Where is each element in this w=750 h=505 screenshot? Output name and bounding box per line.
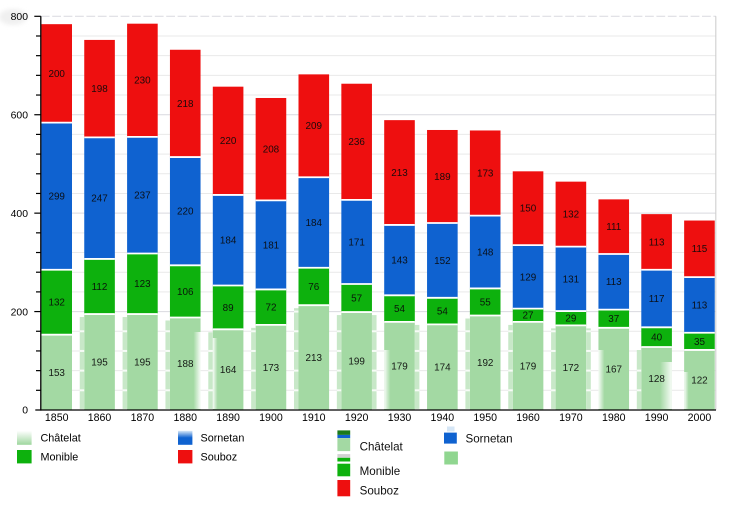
svg-text:Monible: Monible — [41, 451, 79, 463]
svg-text:600: 600 — [11, 110, 29, 121]
svg-text:131: 131 — [563, 274, 580, 285]
svg-text:195: 195 — [91, 357, 108, 368]
svg-text:153: 153 — [48, 368, 65, 379]
svg-text:1910: 1910 — [302, 412, 326, 424]
svg-text:143: 143 — [391, 256, 408, 267]
svg-text:2000: 2000 — [688, 412, 712, 424]
svg-text:200: 200 — [48, 69, 65, 80]
svg-text:89: 89 — [223, 303, 234, 314]
svg-text:117: 117 — [649, 294, 665, 305]
svg-text:128: 128 — [648, 374, 665, 385]
svg-text:179: 179 — [520, 361, 537, 372]
svg-text:195: 195 — [134, 357, 151, 368]
svg-text:150: 150 — [520, 204, 537, 215]
svg-text:132: 132 — [48, 298, 64, 309]
svg-text:1890: 1890 — [216, 412, 240, 424]
svg-text:132: 132 — [563, 210, 579, 221]
svg-text:1960: 1960 — [516, 412, 540, 424]
svg-text:230: 230 — [134, 76, 151, 87]
svg-text:29: 29 — [565, 314, 576, 325]
svg-text:218: 218 — [177, 99, 194, 110]
svg-text:115: 115 — [692, 244, 708, 255]
svg-text:236: 236 — [348, 137, 365, 148]
svg-text:1900: 1900 — [259, 412, 283, 424]
svg-text:40: 40 — [651, 333, 662, 344]
svg-text:1970: 1970 — [559, 412, 583, 424]
svg-text:198: 198 — [91, 84, 108, 95]
svg-text:171: 171 — [348, 237, 365, 248]
svg-text:0: 0 — [22, 406, 28, 417]
svg-text:106: 106 — [177, 287, 194, 298]
svg-text:208: 208 — [263, 145, 280, 156]
svg-text:213: 213 — [306, 353, 323, 364]
svg-text:184: 184 — [220, 236, 237, 247]
svg-text:113: 113 — [692, 300, 708, 311]
svg-text:192: 192 — [477, 358, 493, 369]
svg-text:Souboz: Souboz — [201, 451, 238, 463]
svg-text:1870: 1870 — [131, 412, 155, 424]
svg-text:129: 129 — [520, 272, 537, 283]
svg-text:57: 57 — [351, 293, 362, 304]
svg-text:37: 37 — [608, 314, 619, 325]
svg-text:1850: 1850 — [45, 412, 69, 424]
svg-text:173: 173 — [477, 168, 494, 179]
svg-text:400: 400 — [11, 209, 29, 220]
svg-text:188: 188 — [177, 359, 194, 370]
svg-text:299: 299 — [48, 192, 65, 203]
svg-text:172: 172 — [563, 363, 579, 374]
svg-text:54: 54 — [394, 304, 405, 315]
svg-text:179: 179 — [391, 361, 408, 372]
svg-text:Souboz: Souboz — [360, 484, 400, 497]
svg-text:200: 200 — [11, 307, 29, 318]
svg-text:123: 123 — [134, 279, 151, 290]
svg-text:72: 72 — [265, 303, 276, 314]
svg-text:27: 27 — [523, 311, 534, 322]
svg-text:800: 800 — [11, 12, 29, 23]
svg-text:Sornetan: Sornetan — [466, 433, 513, 446]
svg-text:181: 181 — [263, 240, 280, 251]
svg-text:148: 148 — [477, 247, 494, 258]
svg-text:1980: 1980 — [602, 412, 626, 424]
svg-text:1920: 1920 — [345, 412, 369, 424]
svg-text:35: 35 — [694, 337, 705, 348]
svg-text:220: 220 — [177, 207, 194, 218]
svg-text:1880: 1880 — [173, 412, 197, 424]
svg-text:184: 184 — [306, 218, 323, 229]
svg-text:113: 113 — [606, 277, 622, 288]
svg-text:164: 164 — [220, 365, 237, 376]
svg-text:76: 76 — [308, 282, 319, 293]
svg-text:152: 152 — [434, 256, 450, 267]
svg-text:1950: 1950 — [473, 412, 497, 424]
svg-text:213: 213 — [391, 168, 408, 179]
svg-text:1930: 1930 — [388, 412, 412, 424]
svg-text:237: 237 — [134, 191, 150, 202]
svg-text:111: 111 — [606, 222, 622, 233]
svg-text:247: 247 — [91, 194, 107, 205]
svg-text:220: 220 — [220, 136, 237, 147]
svg-text:113: 113 — [649, 237, 665, 248]
svg-text:174: 174 — [434, 363, 451, 374]
svg-text:209: 209 — [306, 121, 323, 132]
svg-text:Châtelat: Châtelat — [41, 432, 81, 444]
svg-text:Châtelat: Châtelat — [360, 441, 404, 454]
svg-text:1990: 1990 — [645, 412, 669, 424]
svg-text:189: 189 — [434, 172, 451, 183]
svg-text:112: 112 — [92, 282, 108, 293]
svg-text:54: 54 — [437, 306, 448, 317]
svg-text:199: 199 — [348, 356, 365, 367]
svg-text:1940: 1940 — [431, 412, 455, 424]
svg-text:Monible: Monible — [360, 465, 401, 478]
svg-text:Sornetan: Sornetan — [201, 432, 245, 444]
svg-text:167: 167 — [606, 364, 622, 375]
svg-text:173: 173 — [263, 363, 280, 374]
svg-text:122: 122 — [691, 375, 707, 386]
svg-text:1860: 1860 — [88, 412, 112, 424]
svg-text:55: 55 — [480, 297, 491, 308]
